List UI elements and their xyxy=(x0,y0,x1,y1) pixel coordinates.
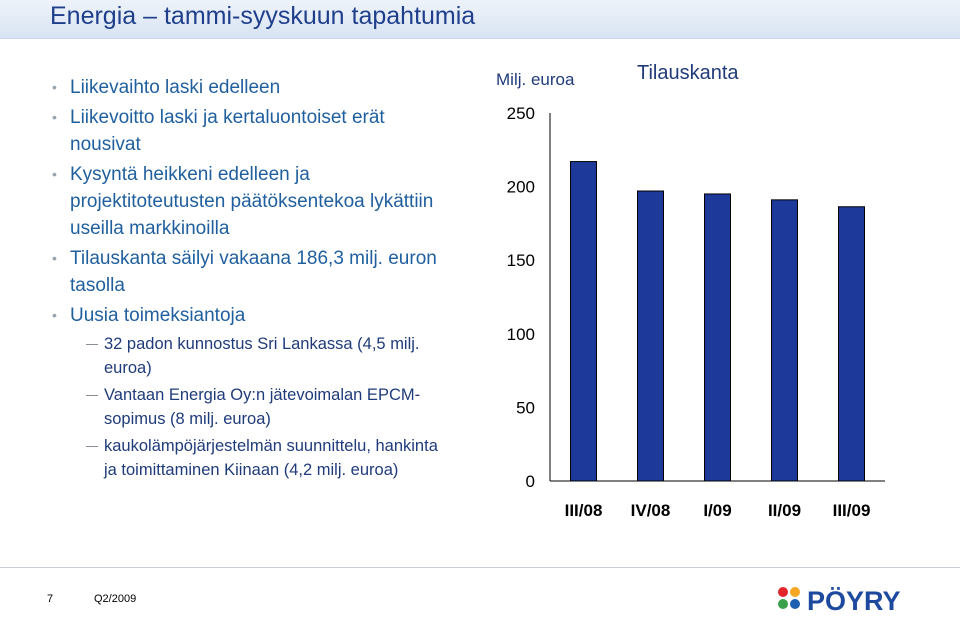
y-tick-label: 0 xyxy=(526,472,535,491)
title-bar: Energia – tammi-syyskuun tapahtumia xyxy=(0,0,960,39)
chart-title: Tilauskanta xyxy=(637,62,739,84)
bullet-dot-icon: • xyxy=(52,250,57,266)
bullet-list: • Liikevaihto laski edelleen • Liikevoitto… xyxy=(52,74,452,485)
sub-bullet-item: 32 padon kunnostus Sri Lankassa (4,5 mil… xyxy=(52,332,452,380)
company-logo: PÖYRY xyxy=(778,586,901,616)
bar xyxy=(637,190,664,482)
bullet-dot-icon: • xyxy=(52,307,57,323)
sub-bullet-text: Vantaan Energia Oy:n jätevoimalan EPCM-s… xyxy=(104,386,421,428)
bar xyxy=(704,193,731,482)
sub-bullet-item: Vantaan Energia Oy:n jätevoimalan EPCM-s… xyxy=(52,383,452,431)
bullet-dot-icon: • xyxy=(52,109,57,125)
bullet-text: Kysyntä heikkeni edelleen ja projektitot… xyxy=(70,164,434,239)
slide-title: Energia – tammi-syyskuun tapahtumia xyxy=(50,2,476,30)
bar xyxy=(838,206,865,482)
bullet-text: Tilauskanta säilyi vakaana 186,3 milj. e… xyxy=(70,248,437,296)
bullet-dot-icon: • xyxy=(52,166,57,182)
dash-icon xyxy=(86,344,98,345)
y-tick-label: 150 xyxy=(507,251,535,270)
bullet-item: • Tilauskanta säilyi vakaana 186,3 milj. … xyxy=(52,245,452,299)
sub-bullet-text: 32 padon kunnostus Sri Lankassa (4,5 mil… xyxy=(104,335,420,377)
bullet-item: • Kysyntä heikkeni edelleen ja projektito… xyxy=(52,161,452,242)
bullet-item: • Uusia toimeksiantoja xyxy=(52,302,452,329)
bullet-text: Liikevoitto laski ja kertaluontoiset erä… xyxy=(70,107,385,155)
page-number: 7 xyxy=(47,593,54,605)
dash-icon xyxy=(86,446,98,447)
dash-icon xyxy=(86,395,98,396)
bar xyxy=(771,199,798,482)
x-tick-label: III/09 xyxy=(833,501,871,520)
bar xyxy=(570,161,597,482)
footer-divider xyxy=(0,567,960,568)
bullet-item: • Liikevaihto laski edelleen xyxy=(52,74,452,101)
bullet-item: • Liikevoitto laski ja kertaluontoiset er… xyxy=(52,104,452,158)
y-tick-label: 200 xyxy=(507,178,535,197)
bullet-text: Uusia toimeksiantoja xyxy=(70,305,246,326)
x-tick-label: IV/08 xyxy=(631,501,671,520)
bullet-dot-icon: • xyxy=(52,79,57,95)
logo-emblem-icon xyxy=(778,587,800,609)
y-tick-label: 250 xyxy=(507,104,535,123)
x-tick-label: III/08 xyxy=(565,501,603,520)
x-tick-label: I/09 xyxy=(703,501,731,520)
sub-bullet-item: kaukolämpöjärjestelmän suunnittelu, hank… xyxy=(52,434,452,482)
x-tick-label: II/09 xyxy=(768,501,801,520)
y-tick-label: 100 xyxy=(507,325,535,344)
bar-chart: 0 50 100 150 200 250 III/08 IV/08 I/09 II/09 III/0… xyxy=(507,104,885,520)
logo-wordmark: PÖYRY xyxy=(807,586,901,616)
sub-bullet-text: kaukolämpöjärjestelmän suunnittelu, hank… xyxy=(104,437,438,479)
y-tick-label: 50 xyxy=(516,398,535,417)
bullet-text: Liikevaihto laski edelleen xyxy=(70,77,281,98)
chart-y-axis-label: Milj. euroa xyxy=(496,70,575,89)
footer-text: Q2/2009 xyxy=(94,593,137,605)
